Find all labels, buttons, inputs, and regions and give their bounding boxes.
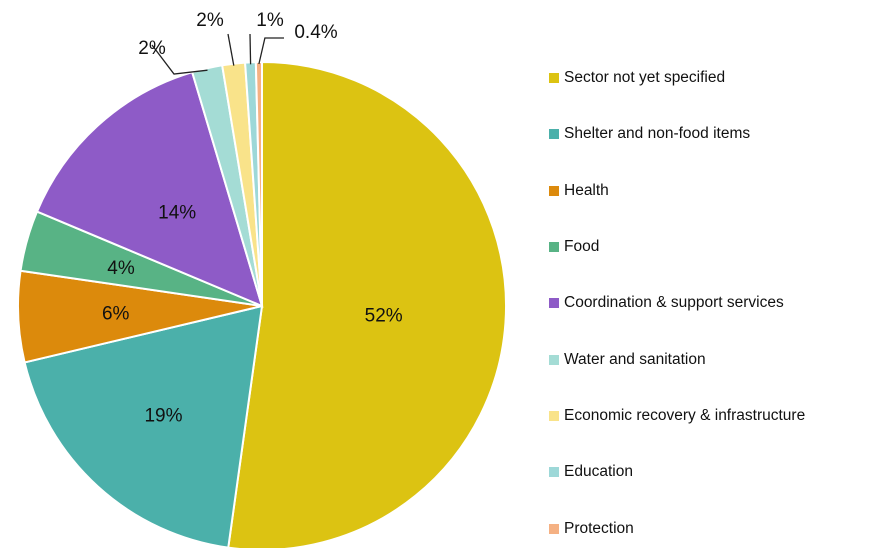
leader-line-education [249,33,252,65]
legend-item-coordination-and-support-services: Coordination & support services [549,275,805,331]
legend-swatch [549,410,559,421]
legend-swatch [549,523,559,534]
legend-item-health: Health [549,163,805,219]
data-label-food: 4% [107,258,135,279]
legend-item-protection: Protection [549,500,805,556]
legend-swatch [549,298,559,309]
legend-item-water-and-sanitation: Water and sanitation [549,331,805,387]
data-labels: 52% 19% 6% 4% 14% 2% 2% 1% 0.4% [102,10,403,426]
leader-lines [151,33,284,75]
data-label-health: 6% [102,304,130,325]
legend-item-sector-not-yet-specified: Sector not yet specified [549,50,805,106]
data-label-water-and-sanitation: 2% [138,38,166,59]
legend: Sector not yet specified Shelter and non-… [549,50,805,557]
legend-swatch [549,242,559,253]
legend-label: Food [564,238,600,256]
leader-line-protection [258,37,284,65]
legend-item-shelter-and-non-food-items: Shelter and non-food items [549,106,805,162]
legend-label: Economic recovery & infrastructure [564,406,806,424]
data-label-education: 1% [256,10,284,31]
slice-shelter-and-non-food-items [23,304,264,548]
data-label-economic-recovery-and-infrastructure: 2% [196,10,224,31]
legend-label: Water and sanitation [564,350,706,368]
legend-item-education: Education [549,444,805,500]
legend-label: Shelter and non-food items [564,125,751,143]
legend-label: Coordination & support services [564,294,784,312]
data-label-shelter-and-non-food-items: 19% [144,405,182,426]
legend-label: Sector not yet specified [564,69,726,87]
legend-label: Protection [564,519,634,537]
legend-swatch [549,73,559,84]
legend-item-economic-recovery-and-infrastructure: Economic recovery & infrastructure [549,388,805,444]
legend-swatch [549,129,559,140]
data-label-sector-not-yet-specified: 52% [365,306,403,327]
slice-coordination-and-support-services [35,70,264,308]
legend-label: Health [564,181,609,199]
legend-label: Education [564,463,633,481]
legend-swatch [549,467,559,478]
legend-swatch [549,185,559,196]
slice-sector-not-yet-specified [227,60,507,548]
legend-item-food: Food [549,219,805,275]
data-label-protection: 0.4% [294,22,337,43]
leader-line-water-and-sanitation [151,44,208,75]
legend-swatch [549,354,559,365]
data-label-coordination-and-support-services: 14% [158,203,196,224]
leader-line-economic-recovery-and-infrastructure [227,33,235,66]
pie-slices [16,60,507,548]
